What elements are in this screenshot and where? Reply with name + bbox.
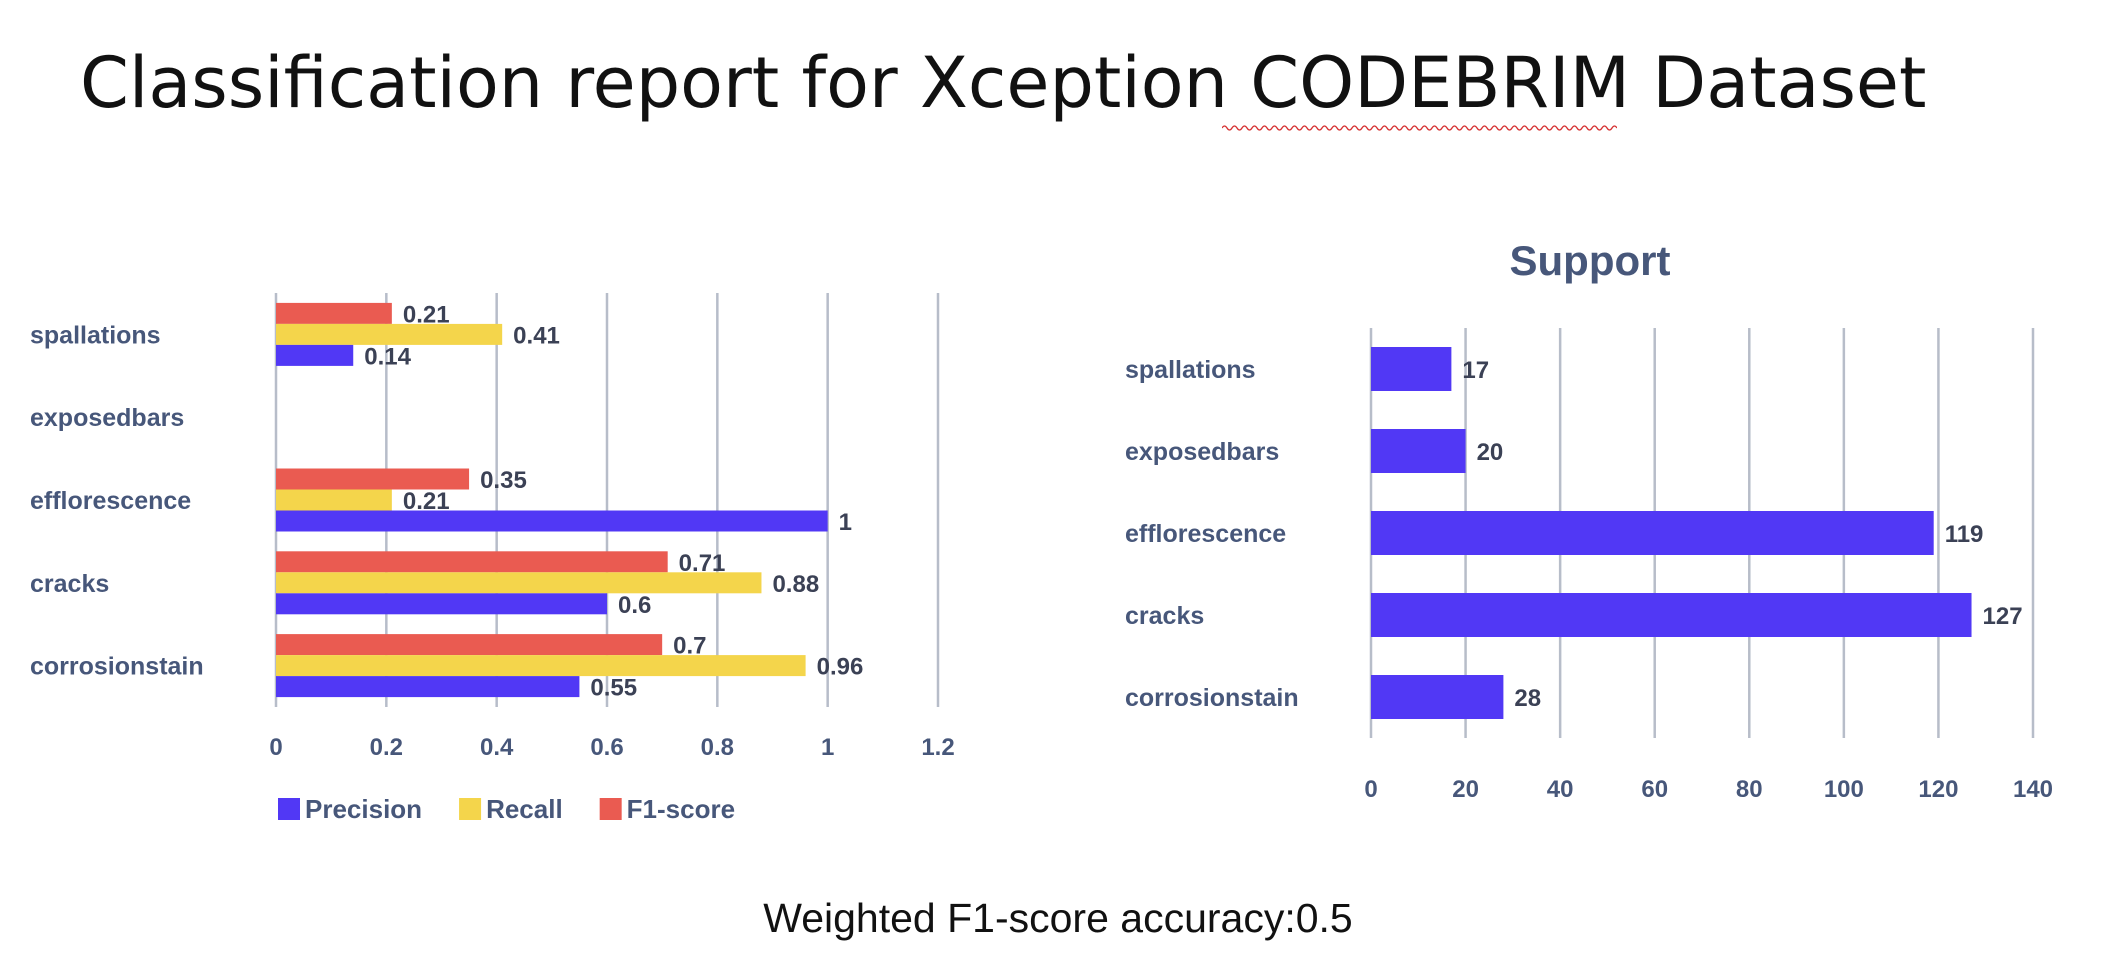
category-label-cracks: cracks — [30, 570, 109, 598]
x-tick-label: 0 — [1364, 776, 1377, 803]
bar-f1-score-corrosionstain — [276, 634, 663, 656]
legend-swatch-recall — [459, 798, 482, 820]
category-label-cracks: cracks — [1125, 602, 1204, 630]
data-label: 0.14 — [364, 343, 411, 370]
x-tick-label: 60 — [1641, 776, 1668, 803]
category-label-spallations: spallations — [1125, 356, 1256, 384]
bar-precision-efflorescence — [276, 510, 828, 532]
legend-swatch-precision — [278, 798, 300, 820]
x-tick-label: 0 — [269, 734, 282, 761]
x-tick-label: 0.2 — [370, 734, 403, 761]
data-label: 20 — [1477, 439, 1504, 466]
bar-recall-spallations — [276, 323, 503, 345]
bar-precision-spallations — [276, 344, 354, 366]
bar-support-cracks — [1371, 593, 1972, 637]
x-tick-label: 80 — [1736, 776, 1763, 803]
bar-f1-score-efflorescence — [276, 468, 470, 490]
legend-label-precision: Precision — [305, 794, 422, 824]
bar-precision-corrosionstain — [276, 676, 580, 698]
page-title: Classification report for Xception CODEB… — [80, 42, 1927, 124]
data-label: 0.96 — [817, 654, 864, 681]
x-tick-label: 120 — [1918, 776, 1958, 803]
x-tick-label: 0.8 — [701, 734, 734, 761]
category-label-efflorescence: efflorescence — [30, 487, 191, 515]
legend-label-recall: Recall — [486, 794, 563, 824]
x-tick-label: 1 — [821, 734, 834, 761]
data-label: 17 — [1462, 357, 1489, 384]
x-tick-label: 0.4 — [480, 734, 514, 761]
x-tick-label: 1.2 — [921, 734, 954, 761]
data-label: 0.21 — [403, 301, 450, 328]
data-label: 119 — [1945, 521, 1984, 548]
category-label-corrosionstain: corrosionstain — [30, 653, 204, 681]
category-label-spallations: spallations — [30, 321, 161, 349]
category-label-efflorescence: efflorescence — [1125, 520, 1286, 548]
data-label: 28 — [1514, 685, 1541, 712]
x-tick-label: 0.6 — [590, 734, 623, 761]
bar-recall-cracks — [276, 572, 762, 594]
data-label: 0.88 — [772, 571, 819, 598]
category-label-corrosionstain: corrosionstain — [1125, 684, 1299, 712]
x-tick-label: 20 — [1452, 776, 1479, 803]
bar-recall-efflorescence — [276, 489, 392, 511]
data-label: 127 — [1983, 603, 2023, 630]
data-label: 0.35 — [480, 467, 527, 494]
bar-f1-score-cracks — [276, 551, 668, 573]
bar-precision-cracks — [276, 593, 607, 615]
bar-recall-corrosionstain — [276, 655, 806, 677]
category-label-exposedbars: exposedbars — [30, 404, 184, 432]
support-bar-chart: Support 0 20 40 60 80 100 120 140 spallations 17 ex… — [1125, 237, 2053, 803]
support-chart-title: Support — [1510, 237, 1671, 284]
x-tick-label: 40 — [1547, 776, 1574, 803]
legend-swatch-f1-score — [599, 798, 622, 820]
x-tick-label: 140 — [2013, 776, 2053, 803]
bar-support-efflorescence — [1371, 511, 1934, 555]
data-label: 1 — [839, 509, 852, 536]
weighted-f1-footer: Weighted F1-score accuracy:0.5 — [763, 895, 1353, 941]
spellcheck-underline — [1222, 125, 1617, 131]
category-label-exposedbars: exposedbars — [1125, 438, 1279, 466]
bar-support-corrosionstain — [1371, 675, 1504, 719]
metrics-bar-chart: 0 0.2 0.4 0.6 0.8 1 1.2 spallations 0.21 0.41 0.14… — [30, 293, 955, 824]
data-label: 0.41 — [513, 322, 560, 349]
data-label: 0.7 — [673, 633, 706, 660]
bar-f1-score-spallations — [276, 302, 392, 324]
legend-label-f1-score: F1-score — [627, 794, 735, 824]
data-label: 0.6 — [618, 592, 651, 619]
bar-support-spallations — [1371, 347, 1452, 391]
data-label: 0.55 — [590, 675, 637, 702]
x-tick-label: 100 — [1824, 776, 1864, 803]
bar-support-exposedbars — [1371, 429, 1466, 473]
